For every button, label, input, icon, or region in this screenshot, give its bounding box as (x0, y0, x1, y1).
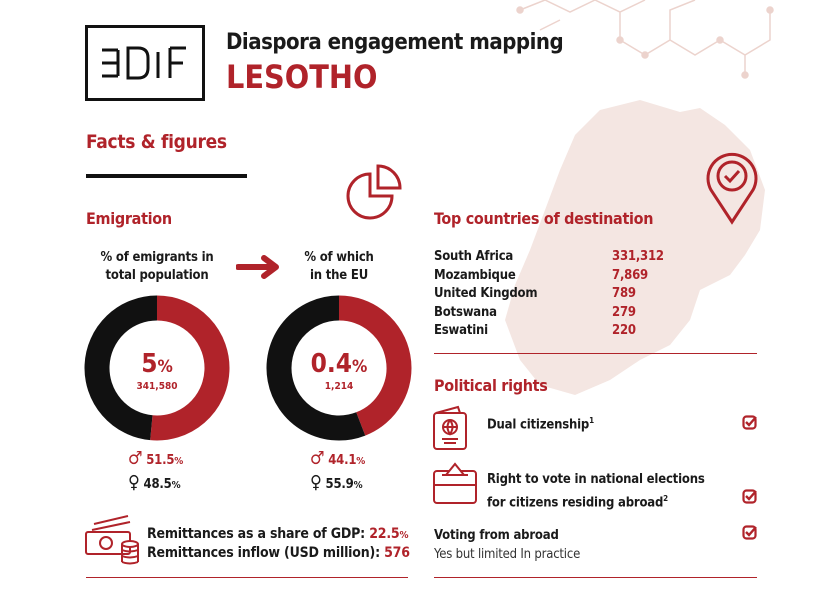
emigrants-eu-label: % of which in the EU (269, 249, 409, 285)
arrow-right-icon (236, 255, 279, 279)
label-line: % of emigrants in (100, 250, 214, 265)
gender-eu: ♂ 44.1% ♀ 55.9% (310, 448, 365, 496)
country-name: LESOTHO (226, 58, 378, 96)
divider (434, 353, 757, 354)
female-share: 48.5 (143, 477, 172, 492)
emigrants-total-label: % of emigrants in total population (87, 249, 227, 285)
footnote: 2 (663, 494, 668, 503)
label-line: total population (105, 268, 209, 283)
hexagon-network-decoration (516, 0, 774, 79)
destination-country: Botswana (434, 304, 497, 320)
divider (86, 577, 408, 578)
eu-count: 1,214 (324, 381, 354, 392)
emigrants-percent: 5 (141, 349, 158, 379)
destination-value: 279 (612, 304, 636, 320)
label: Remittances inflow (USD million): (147, 545, 380, 561)
destination-country: South Africa (434, 249, 514, 264)
text: for citizens residing abroad (487, 495, 664, 511)
destination-row: South Africa 331,312 (434, 249, 694, 264)
destination-value: 789 (612, 286, 636, 301)
destination-value: 220 (612, 323, 636, 338)
female-icon: ♀ (310, 472, 322, 493)
pct: % (353, 480, 363, 491)
eudif-logo (85, 25, 205, 101)
destination-row: United Kingdom 789 (434, 286, 694, 301)
vote-right-label: Right to vote in national elections for … (487, 470, 705, 512)
section-title-underline (86, 174, 247, 178)
eu-percent: 0.4 (310, 349, 353, 379)
footnote: 1 (589, 416, 594, 425)
text: Voting from abroad (434, 528, 559, 543)
ballot-box-icon (433, 462, 477, 504)
label-line: in the EU (309, 268, 368, 283)
percent-unit: % (157, 357, 173, 377)
money-icon (85, 515, 139, 565)
male-icon: ♂ (128, 448, 143, 469)
checkbox-checked-icon (742, 415, 757, 430)
voting-from-abroad: Voting from abroad Yes but limited In pr… (434, 526, 580, 564)
pct: % (174, 456, 184, 467)
passport-icon (433, 405, 467, 450)
percent-unit: % (352, 357, 368, 377)
destination-country: United Kingdom (434, 286, 538, 301)
text: Right to vote in national elections (487, 472, 705, 487)
text: Dual citizenship (487, 417, 590, 433)
emigration-heading: Emigration (86, 209, 172, 228)
male-share: 44.1 (328, 453, 357, 468)
unit: % (399, 530, 409, 541)
donut-total-center: 5% 341,580 (97, 350, 217, 392)
destinations-heading: Top countries of destination (434, 209, 654, 228)
value: 576 (384, 545, 410, 561)
lesotho-map-shape (505, 100, 765, 395)
destination-value: 7,869 (612, 267, 648, 283)
donut-eu-center: 0.4% 1,214 (279, 350, 399, 392)
value: 22.5 (369, 526, 400, 542)
destination-row: Mozambique 7,869 (434, 268, 694, 283)
voting-detail: Yes but limited In practice (434, 547, 581, 562)
label-line: % of which (304, 250, 374, 265)
destination-value: 331,312 (612, 249, 664, 264)
destination-row: Eswatini 220 (434, 323, 694, 338)
label: Remittances as a share of GDP: (147, 526, 366, 542)
destination-row: Botswana 279 (434, 305, 694, 320)
dual-citizenship-label: Dual citizenship1 (487, 416, 594, 432)
emigrants-count: 341,580 (136, 381, 178, 392)
male-share: 51.5 (146, 453, 175, 468)
pct: % (356, 456, 366, 467)
remittances-gdp: Remittances as a share of GDP: 22.5% (147, 526, 409, 542)
political-rights-heading: Political rights (434, 376, 548, 395)
divider (434, 577, 757, 578)
destination-country: Eswatini (434, 323, 488, 338)
location-pin-icon (706, 152, 758, 225)
pie-chart-icon (346, 164, 402, 220)
checkbox-checked-icon (742, 489, 757, 504)
page-title: Diaspora engagement mapping (226, 30, 564, 55)
male-icon: ♂ (310, 448, 325, 469)
pct: % (171, 480, 181, 491)
eudif-logo-mark (102, 46, 186, 80)
gender-total: ♂ 51.5% ♀ 48.5% (128, 448, 183, 496)
section-title: Facts & figures (86, 131, 227, 153)
female-icon: ♀ (128, 472, 140, 493)
female-share: 55.9 (325, 477, 354, 492)
remittances-inflow: Remittances inflow (USD million): 576 (147, 545, 410, 561)
checkbox-checked-icon (742, 525, 757, 540)
destination-country: Mozambique (434, 267, 516, 283)
